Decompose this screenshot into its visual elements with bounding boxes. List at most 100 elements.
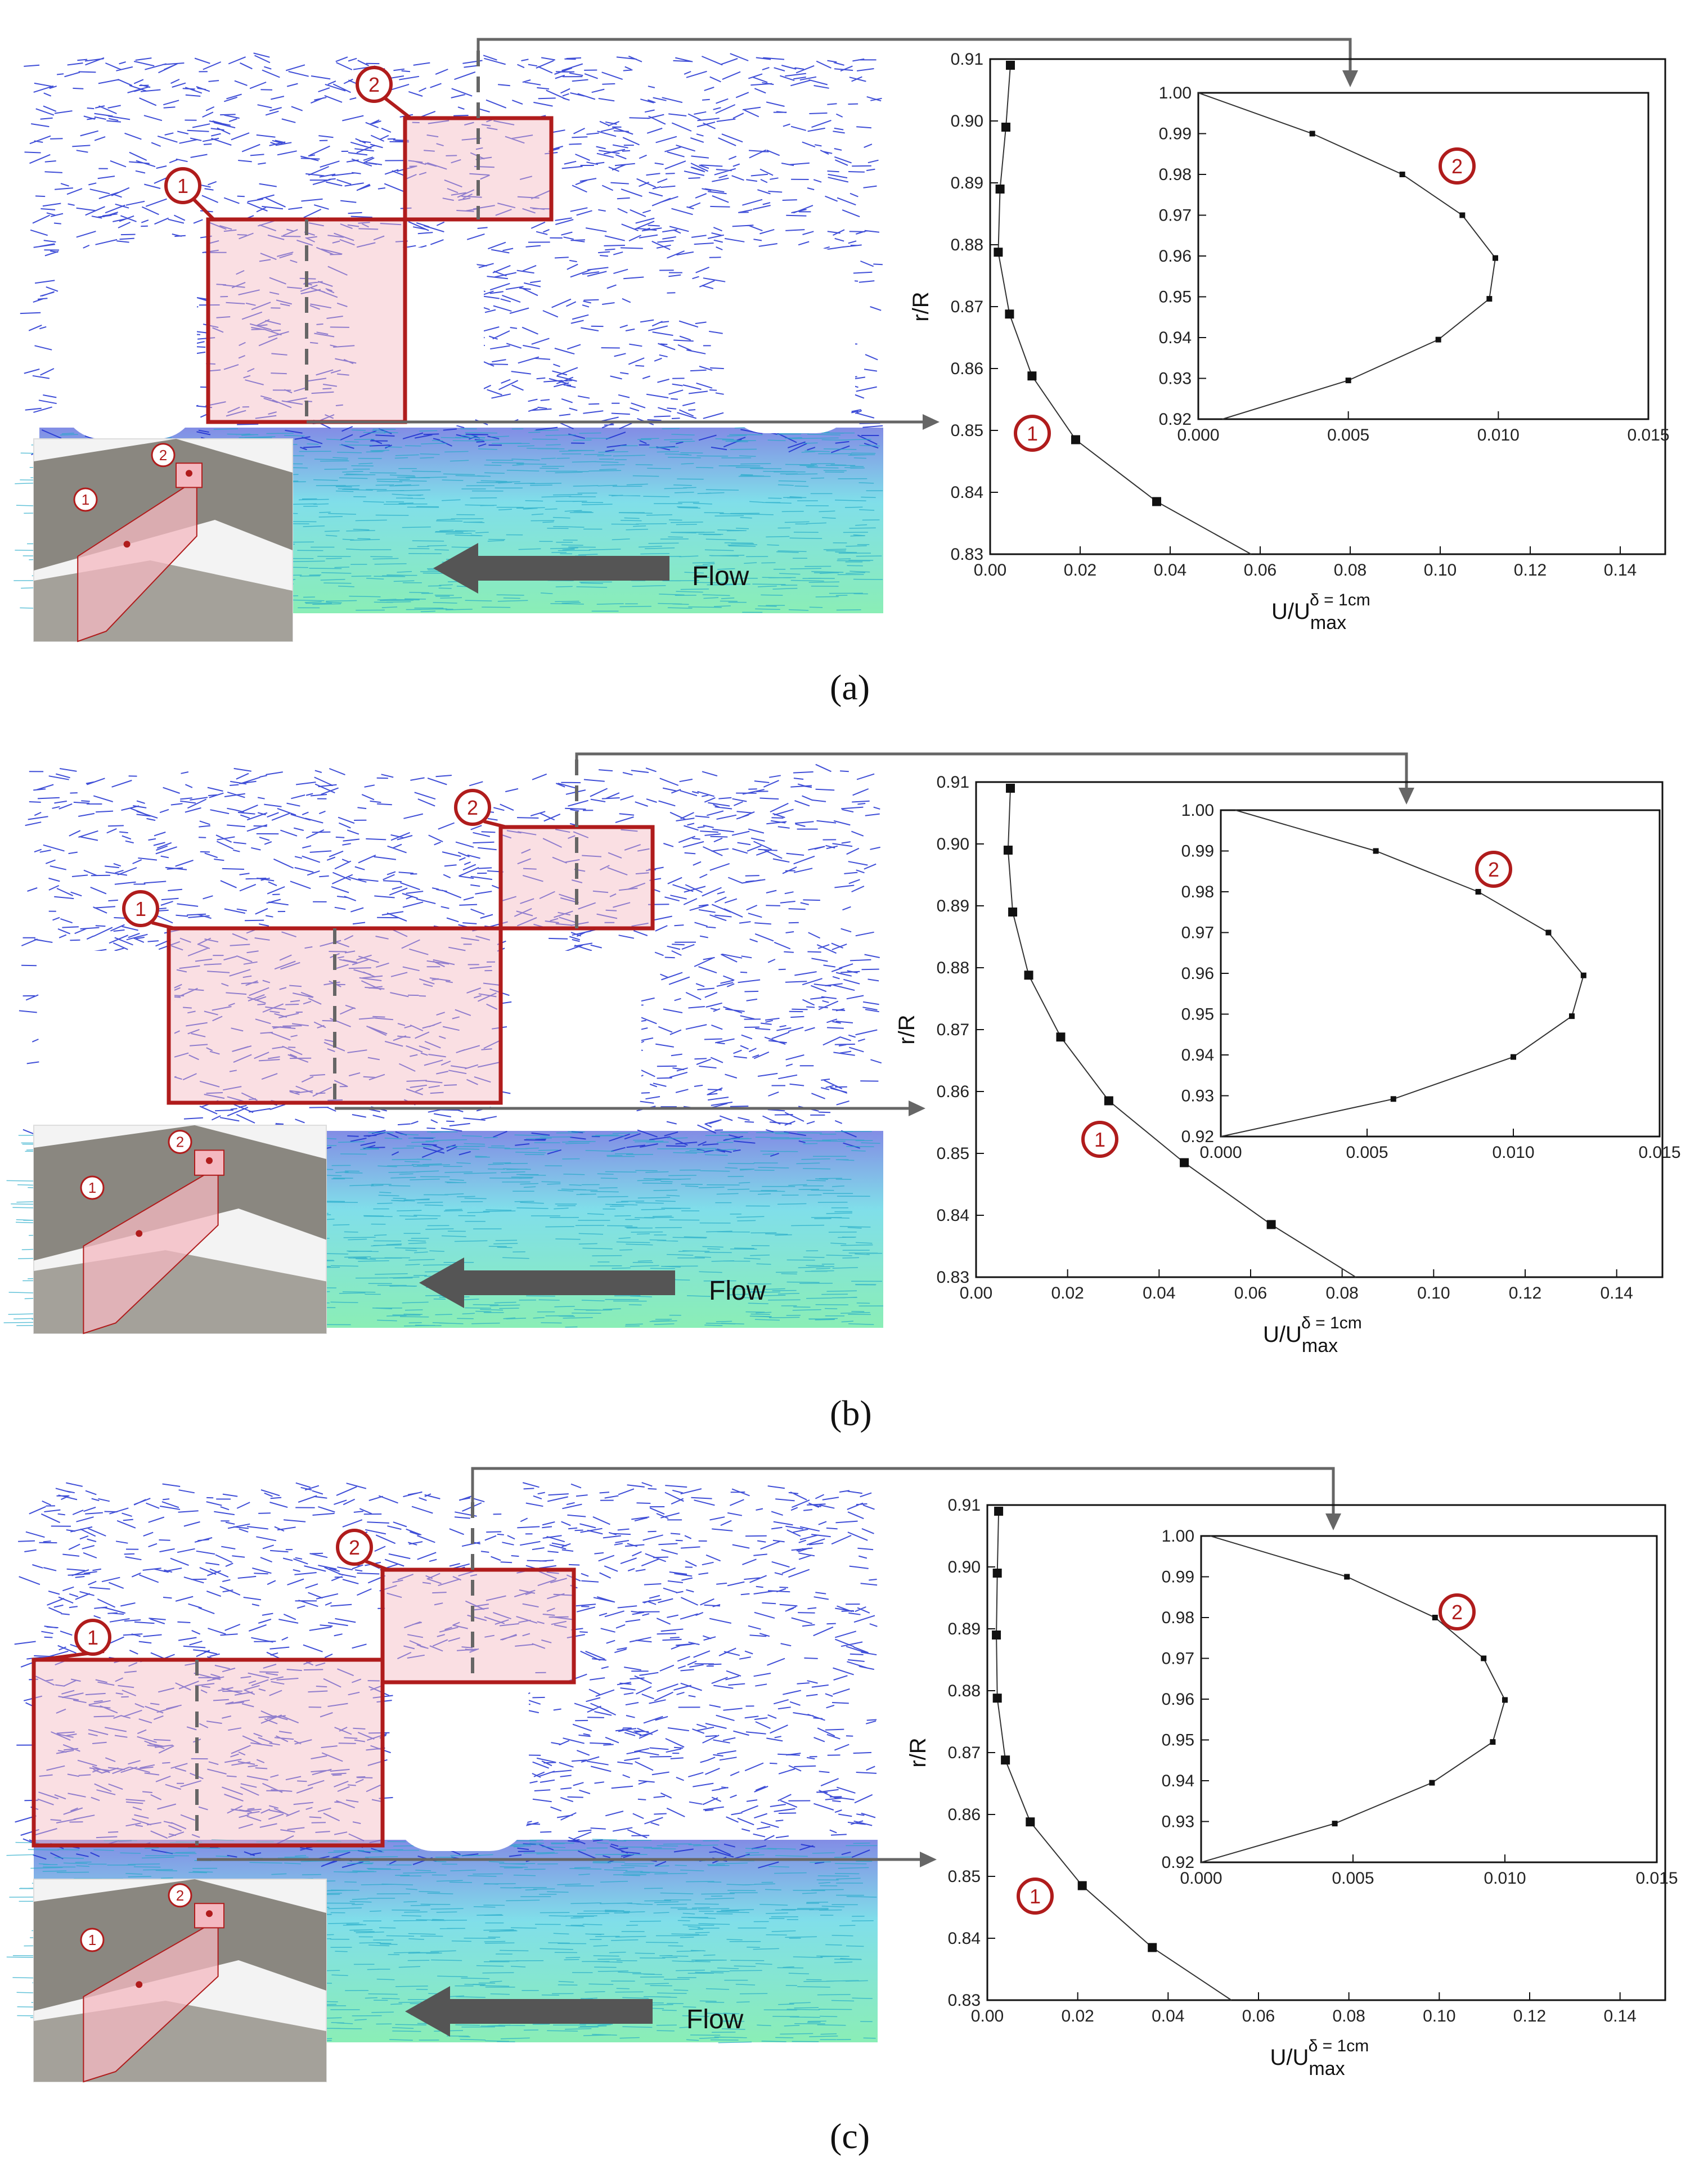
data-point bbox=[1001, 123, 1010, 132]
y-tick-label: 0.86 bbox=[948, 1805, 981, 1824]
y-tick-label: 0.99 bbox=[1181, 842, 1214, 861]
geometry-point-2 bbox=[206, 1157, 213, 1164]
data-point bbox=[1399, 172, 1405, 177]
data-point bbox=[1001, 1755, 1010, 1765]
data-point bbox=[1309, 131, 1315, 137]
x-tick-label: 0.12 bbox=[1514, 561, 1547, 580]
y-tick-label: 0.97 bbox=[1159, 206, 1192, 225]
y-tick-label: 0.93 bbox=[1159, 370, 1192, 388]
marker-number: 2 bbox=[1451, 1601, 1463, 1624]
y-tick-label: 0.98 bbox=[1162, 1609, 1194, 1627]
connector-arrowhead-2 bbox=[1325, 1513, 1341, 1530]
obstacle-gap bbox=[39, 951, 174, 1142]
panel-b-label: (b) bbox=[830, 1393, 872, 1433]
marker-number: 1 bbox=[82, 491, 89, 508]
y-tick-label: 0.94 bbox=[1181, 1046, 1214, 1064]
x-tick-label: 0.12 bbox=[1509, 1284, 1541, 1302]
y-tick-label: 0.87 bbox=[948, 1744, 981, 1762]
flow-label: Flow bbox=[686, 2005, 744, 2034]
marker-circle bbox=[80, 1928, 105, 1952]
geometry-region-1 bbox=[83, 1919, 219, 2083]
geometry-inset: 12 bbox=[33, 1125, 327, 1335]
marker-number: 1 bbox=[135, 897, 146, 920]
y-tick-label: 0.91 bbox=[937, 773, 969, 792]
data-point bbox=[995, 185, 1005, 194]
y-tick-label: 0.96 bbox=[1159, 247, 1192, 266]
marker-number: 2 bbox=[176, 1134, 184, 1151]
inset-frame bbox=[1220, 809, 1661, 1138]
marker-circle bbox=[1475, 851, 1512, 888]
marker-circle bbox=[1081, 1121, 1118, 1158]
data-point bbox=[1345, 378, 1351, 384]
x-axis-title-sub: max bbox=[1302, 1335, 1338, 1356]
connector-arrowhead-1 bbox=[909, 1101, 925, 1116]
y-tick-label: 0.84 bbox=[937, 1206, 969, 1225]
geometry-region-1 bbox=[83, 1166, 219, 1335]
flow-label: Flow bbox=[709, 1276, 766, 1306]
obstacle-gap bbox=[512, 951, 641, 1131]
marker-circle bbox=[74, 1619, 111, 1656]
flow-arrow-head bbox=[419, 1257, 464, 1308]
marker-circle bbox=[356, 66, 393, 103]
y-tick-label: 0.91 bbox=[948, 1496, 981, 1515]
x-tick-label: 0.010 bbox=[1492, 1143, 1534, 1162]
x-tick-label: 0.00 bbox=[960, 1284, 992, 1302]
marker-number: 2 bbox=[1488, 858, 1499, 881]
data-point bbox=[994, 248, 1003, 257]
marker-circle bbox=[73, 487, 98, 512]
data-point bbox=[1486, 296, 1493, 302]
data-point bbox=[1493, 255, 1498, 261]
y-tick-label: 0.95 bbox=[1159, 288, 1192, 307]
y-tick-label: 0.95 bbox=[1181, 1005, 1214, 1024]
x-tick-label: 0.000 bbox=[1177, 426, 1219, 444]
marker-1-leader bbox=[151, 921, 175, 930]
main-plot: 0.00 0.02 0.04 0.06 0.08 0.10 0.12 0.14 0.83 0.84… bbox=[951, 50, 1666, 580]
data-point bbox=[1490, 1739, 1496, 1745]
x-axis-title: U/Umax δ = 1cm bbox=[1263, 1314, 1362, 1356]
connector-region-2 bbox=[477, 38, 1352, 84]
marker-circle bbox=[122, 890, 159, 927]
geometry-inset: 12 bbox=[33, 1879, 327, 2083]
inset-plot: 0.000 0.005 0.010 0.015 0.92 0.93 0.94 0.95 0.96… bbox=[1181, 801, 1681, 1162]
panel-a-label: (a) bbox=[830, 667, 870, 707]
y-tick-label: 0.86 bbox=[937, 1082, 969, 1101]
x-tick-label: 0.10 bbox=[1417, 1284, 1450, 1302]
x-tick-label: 0.005 bbox=[1332, 1869, 1374, 1888]
y-tick-label: 0.88 bbox=[951, 236, 983, 254]
y-tick-label: 1.00 bbox=[1162, 1527, 1194, 1546]
y-tick-label: 0.83 bbox=[948, 1991, 981, 2010]
y-tick-label: 0.97 bbox=[1162, 1650, 1194, 1668]
x-tick-label: 0.02 bbox=[1051, 1284, 1084, 1302]
y-tick-label: 0.91 bbox=[951, 50, 983, 69]
x-tick-label: 0.00 bbox=[974, 561, 1006, 580]
data-point bbox=[1005, 309, 1014, 319]
x-axis-title-sub: max bbox=[1309, 2058, 1345, 2079]
x-axis-title: U/Umax δ = 1cm bbox=[1271, 591, 1370, 634]
x-axis-title-base: U/U bbox=[1263, 1322, 1302, 1347]
flow-arrow-shaft bbox=[444, 1999, 653, 2024]
marker-circle bbox=[151, 443, 176, 468]
y-tick-label: 1.00 bbox=[1159, 84, 1192, 102]
connector-arrowhead-1 bbox=[920, 1852, 937, 1867]
inset-plot: 0.000 0.005 0.010 0.015 0.92 0.93 0.94 0.95 0.96… bbox=[1162, 1527, 1678, 1888]
data-point bbox=[1006, 784, 1015, 793]
data-point bbox=[992, 1694, 1002, 1703]
x-axis-title: U/Umax δ = 1cm bbox=[1270, 2037, 1369, 2079]
flow-label: Flow bbox=[692, 562, 749, 591]
x-tick-label: 0.06 bbox=[1234, 1284, 1267, 1302]
marker-circle bbox=[164, 167, 201, 204]
main-plot: 0.00 0.02 0.04 0.06 0.08 0.10 0.12 0.14 0.83 0.84… bbox=[948, 1496, 1666, 2025]
region-2-box bbox=[380, 1567, 576, 1685]
geometry-region-2 bbox=[194, 1903, 224, 1929]
y-tick-label: 0.97 bbox=[1181, 924, 1214, 942]
y-tick-label: 0.86 bbox=[951, 360, 983, 378]
geometry-point-2 bbox=[206, 1910, 213, 1917]
y-tick-label: 0.90 bbox=[937, 835, 969, 854]
inset-frame bbox=[1197, 92, 1649, 420]
y-tick-label: 0.87 bbox=[937, 1021, 969, 1039]
data-point bbox=[994, 1507, 1004, 1516]
y-tick-label: 0.84 bbox=[951, 483, 983, 502]
vector-streaks bbox=[20, 52, 883, 456]
y-tick-label: 0.87 bbox=[951, 298, 983, 316]
